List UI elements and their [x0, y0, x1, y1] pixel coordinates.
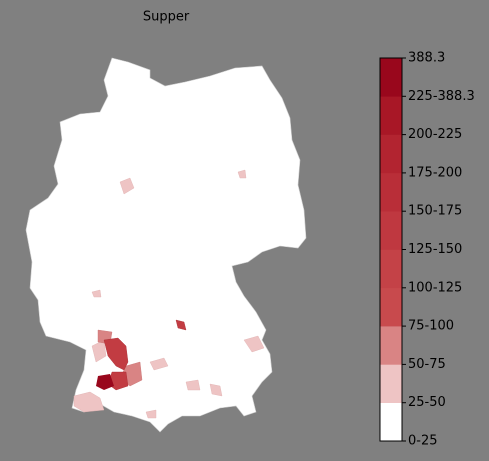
germany-map — [25, 57, 307, 433]
colorbar-label: 100-125 — [408, 280, 462, 295]
colorbar-segment — [380, 58, 402, 97]
colorbar-segment — [380, 287, 402, 327]
colorbar-label: 25-50 — [408, 395, 446, 410]
colorbar-label: 50-75 — [408, 357, 446, 372]
region — [185, 379, 201, 391]
colorbar-segment — [380, 249, 402, 289]
country-outline — [25, 57, 307, 433]
region — [73, 391, 105, 413]
colorbar-label: 0-25 — [408, 434, 438, 449]
region — [91, 289, 102, 298]
colorbar-segment — [380, 96, 402, 135]
colorbar-segment — [380, 134, 402, 174]
region — [103, 337, 129, 371]
colorbar-label: 175-200 — [408, 165, 462, 180]
region — [243, 335, 265, 353]
colorbar-segment — [380, 364, 402, 403]
region — [209, 383, 223, 397]
colorbar-label: 225-388.3 — [408, 89, 475, 104]
colorbar-segment — [380, 211, 402, 250]
region — [175, 319, 187, 331]
map-title: Supper — [143, 10, 190, 25]
colorbar: 0-25 25-50 50-75 75-100 100-125 125-150 150-17… — [379, 51, 475, 449]
colorbar-segment — [380, 172, 402, 212]
colorbar-segment — [380, 326, 402, 365]
region — [237, 169, 247, 179]
regions-25-50 — [73, 169, 265, 419]
colorbar-label: 125-150 — [408, 242, 462, 257]
colorbar-label: 200-225 — [408, 127, 462, 142]
region — [149, 357, 169, 371]
colorbar-segment — [380, 402, 402, 442]
colorbar-label: 388.3 — [408, 51, 445, 66]
colorbar-label: 150-175 — [408, 204, 462, 219]
region — [119, 177, 135, 195]
colorbar-label: 75-100 — [408, 319, 454, 334]
regions-top — [96, 374, 114, 390]
region — [145, 409, 157, 419]
region — [96, 374, 114, 390]
